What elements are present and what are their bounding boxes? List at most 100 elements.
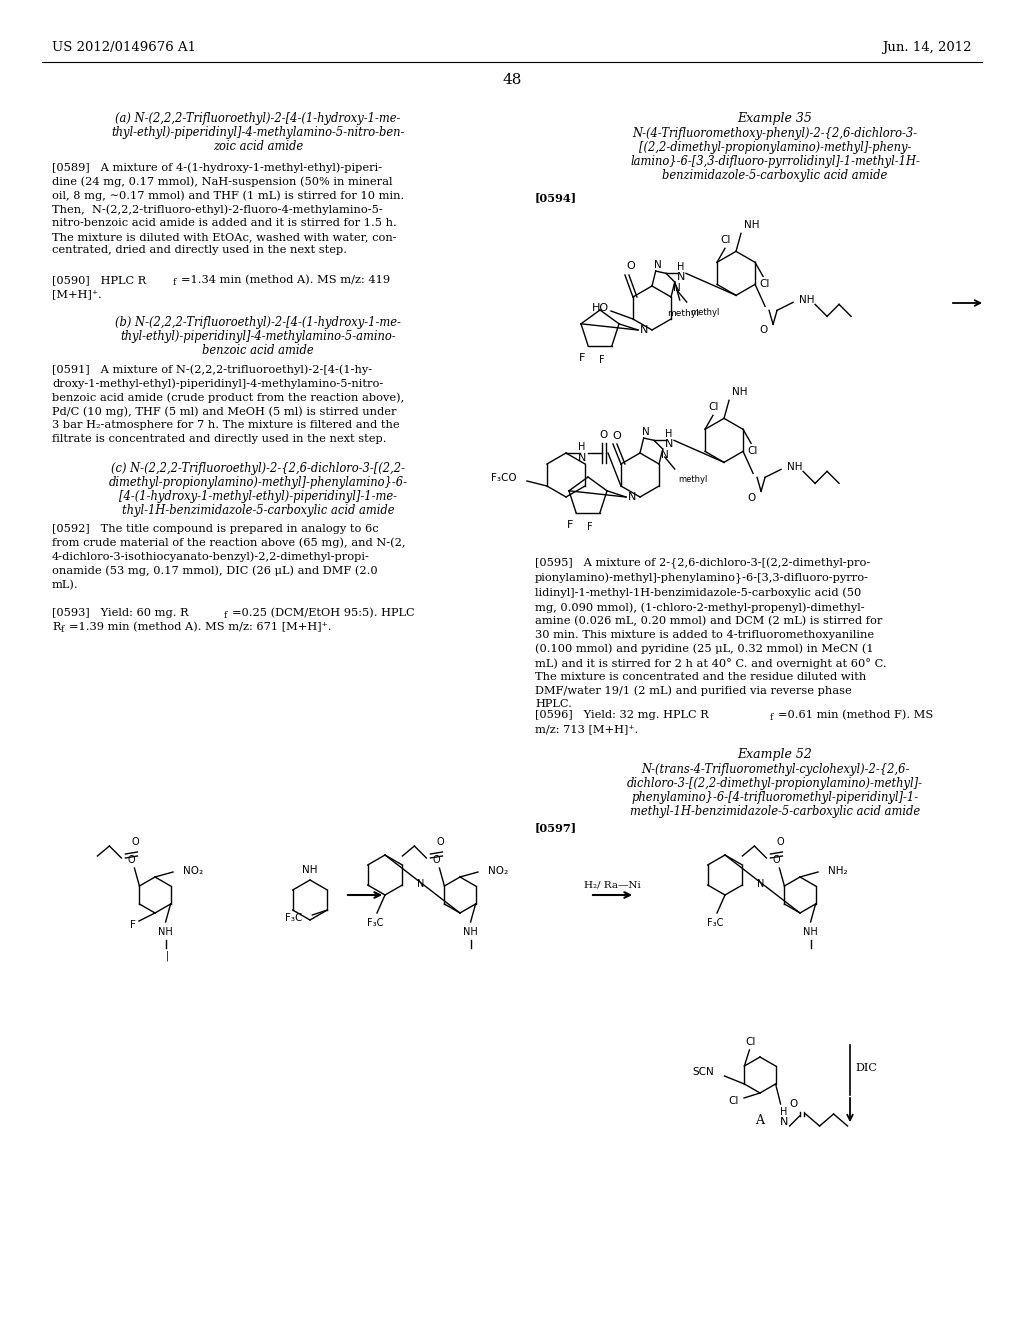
Text: F₃C: F₃C <box>367 917 383 928</box>
Text: N: N <box>578 453 586 463</box>
Text: [0595]   A mixture of 2-{2,6-dichloro-3-[(2,2-dimethyl-pro-
pionylamino)-methyl]: [0595] A mixture of 2-{2,6-dichloro-3-[(… <box>535 558 887 709</box>
Text: F: F <box>567 520 573 531</box>
Text: NH: NH <box>732 387 748 397</box>
Text: [0590]   HPLC R: [0590] HPLC R <box>52 275 146 285</box>
Text: [0594]: [0594] <box>535 191 578 203</box>
Text: lamino}-6-[3,3-difluoro-pyrrolidinyl]-1-methyl-1H-: lamino}-6-[3,3-difluoro-pyrrolidinyl]-1-… <box>630 154 920 168</box>
Text: N: N <box>640 325 648 335</box>
Text: benzoic acid amide: benzoic acid amide <box>202 345 313 356</box>
Text: O: O <box>432 855 440 865</box>
Text: (a) N-(2,2,2-Trifluoroethyl)-2-[4-(1-hydroxy-1-me-: (a) N-(2,2,2-Trifluoroethyl)-2-[4-(1-hyd… <box>116 112 400 125</box>
Text: f: f <box>173 279 176 286</box>
Text: f: f <box>770 713 773 722</box>
Text: O: O <box>776 837 784 847</box>
Text: Jun. 14, 2012: Jun. 14, 2012 <box>883 41 972 54</box>
Text: Cl: Cl <box>759 280 769 289</box>
Text: =1.39 min (method A). MS m/z: 671 [M+H]⁺.: =1.39 min (method A). MS m/z: 671 [M+H]⁺… <box>69 622 332 632</box>
Text: =0.61 min (method F). MS: =0.61 min (method F). MS <box>778 710 933 721</box>
Text: H: H <box>666 429 673 440</box>
Text: =0.25 (DCM/EtOH 95:5). HPLC: =0.25 (DCM/EtOH 95:5). HPLC <box>232 609 415 618</box>
Text: dimethyl-propionylamino)-methyl]-phenylamino}-6-: dimethyl-propionylamino)-methyl]-phenyla… <box>109 477 408 488</box>
Text: O: O <box>128 855 135 865</box>
Text: NH: NH <box>302 865 317 875</box>
Text: thyl-ethyl)-piperidinyl]-4-methylamino-5-amino-: thyl-ethyl)-piperidinyl]-4-methylamino-5… <box>120 330 396 343</box>
Text: N: N <box>677 272 685 282</box>
Text: N: N <box>642 428 649 437</box>
Text: N: N <box>673 282 681 293</box>
Text: NH: NH <box>463 927 478 937</box>
Text: NH: NH <box>159 927 173 937</box>
Text: Cl: Cl <box>745 1038 756 1047</box>
Text: [4-(1-hydroxy-1-methyl-ethyl)-piperidinyl]-1-me-: [4-(1-hydroxy-1-methyl-ethyl)-piperidiny… <box>119 490 397 503</box>
Text: O: O <box>132 837 139 847</box>
Text: O: O <box>600 430 608 440</box>
Text: [0593]   Yield: 60 mg. R: [0593] Yield: 60 mg. R <box>52 609 188 618</box>
Text: F₃C: F₃C <box>285 913 302 923</box>
Text: N: N <box>779 1117 787 1127</box>
Text: Cl: Cl <box>709 403 719 412</box>
Text: F: F <box>130 920 136 931</box>
Text: Cl: Cl <box>729 1096 739 1106</box>
Text: [(2,2-dimethyl-propionylamino)-methyl]-pheny-: [(2,2-dimethyl-propionylamino)-methyl]-p… <box>639 141 911 154</box>
Text: [M+H]⁺.: [M+H]⁺. <box>52 289 101 300</box>
Text: O: O <box>746 494 755 503</box>
Text: N: N <box>757 879 764 888</box>
Text: NH: NH <box>787 462 803 473</box>
Text: R: R <box>52 622 60 632</box>
Text: [0591]   A mixture of N-(2,2,2-trifluoroethyl)-2-[4-(1-hy-
droxy-1-methyl-ethyl): [0591] A mixture of N-(2,2,2-trifluoroet… <box>52 364 404 444</box>
Text: US 2012/0149676 A1: US 2012/0149676 A1 <box>52 41 196 54</box>
Text: [0589]   A mixture of 4-(1-hydroxy-1-methyl-ethyl)-piperi-
dine (24 mg, 0.17 mmo: [0589] A mixture of 4-(1-hydroxy-1-methy… <box>52 162 404 255</box>
Text: O: O <box>772 855 780 865</box>
Text: F: F <box>599 355 605 366</box>
Text: [0596]   Yield: 32 mg. HPLC R: [0596] Yield: 32 mg. HPLC R <box>535 710 709 719</box>
Text: NH: NH <box>799 296 814 305</box>
Text: (c) N-(2,2,2-Trifluoroethyl)-2-{2,6-dichloro-3-[(2,2-: (c) N-(2,2,2-Trifluoroethyl)-2-{2,6-dich… <box>111 462 406 475</box>
Text: NO₂: NO₂ <box>488 866 508 876</box>
Text: methyl-1H-benzimidazole-5-carboxylic acid amide: methyl-1H-benzimidazole-5-carboxylic aci… <box>630 805 920 818</box>
Text: [0597]: [0597] <box>535 822 578 833</box>
Text: F: F <box>587 521 593 532</box>
Text: Example 52: Example 52 <box>737 748 812 762</box>
Text: f: f <box>224 611 227 620</box>
Text: A: A <box>756 1114 765 1126</box>
Text: SCN: SCN <box>692 1067 715 1077</box>
Text: N: N <box>665 440 673 449</box>
Text: benzimidazole-5-carboxylic acid amide: benzimidazole-5-carboxylic acid amide <box>663 169 888 182</box>
Text: NH₂: NH₂ <box>828 866 848 876</box>
Text: methyl: methyl <box>690 308 719 317</box>
Text: H₂/ Ra—Ni: H₂/ Ra—Ni <box>584 880 640 888</box>
Text: HO: HO <box>592 304 608 313</box>
Text: thyl-ethyl)-piperidinyl]-4-methylamino-5-nitro-ben-: thyl-ethyl)-piperidinyl]-4-methylamino-5… <box>112 125 404 139</box>
Text: N: N <box>417 879 424 888</box>
Text: dichloro-3-[(2,2-dimethyl-propionylamino)-methyl]-: dichloro-3-[(2,2-dimethyl-propionylamino… <box>627 777 923 789</box>
Text: N: N <box>628 492 636 502</box>
Text: thyl-1H-benzimidazole-5-carboxylic acid amide: thyl-1H-benzimidazole-5-carboxylic acid … <box>122 504 394 517</box>
Text: m/z: 713 [M+H]⁺.: m/z: 713 [M+H]⁺. <box>535 723 638 734</box>
Text: NO₂: NO₂ <box>183 866 203 876</box>
Text: methyl: methyl <box>667 309 698 318</box>
Text: DIC: DIC <box>855 1063 877 1073</box>
Text: N-(trans-4-Trifluoromethyl-cyclohexyl)-2-{2,6-: N-(trans-4-Trifluoromethyl-cyclohexyl)-2… <box>641 763 909 776</box>
Text: O: O <box>612 432 622 441</box>
Text: Cl: Cl <box>721 235 731 246</box>
Text: O: O <box>759 325 767 335</box>
Text: |: | <box>166 950 169 961</box>
Text: Cl: Cl <box>746 446 758 457</box>
Text: H: H <box>780 1107 787 1117</box>
Text: (b) N-(2,2,2-Trifluoroethyl)-2-[4-(1-hydroxy-1-me-: (b) N-(2,2,2-Trifluoroethyl)-2-[4-(1-hyd… <box>115 315 401 329</box>
Text: F₃CO: F₃CO <box>492 473 517 483</box>
Text: O: O <box>790 1100 798 1109</box>
Text: f: f <box>61 624 65 634</box>
Text: F₃C: F₃C <box>707 917 723 928</box>
Text: O: O <box>436 837 444 847</box>
Text: N: N <box>660 450 669 461</box>
Text: 48: 48 <box>503 73 521 87</box>
Text: N-(4-Trifluoromethoxy-phenyl)-2-{2,6-dichloro-3-: N-(4-Trifluoromethoxy-phenyl)-2-{2,6-dic… <box>633 127 918 140</box>
Text: methyl: methyl <box>678 475 708 484</box>
Text: =1.34 min (method A). MS m/z: 419: =1.34 min (method A). MS m/z: 419 <box>181 275 390 285</box>
Text: H: H <box>677 263 685 272</box>
Text: O: O <box>627 261 635 271</box>
Text: phenylamino}-6-[4-trifluoromethyl-piperidinyl]-1-: phenylamino}-6-[4-trifluoromethyl-piperi… <box>632 791 919 804</box>
Text: [0592]   The title compound is prepared in analogy to 6c
from crude material of : [0592] The title compound is prepared in… <box>52 524 406 590</box>
Text: Example 35: Example 35 <box>737 112 812 125</box>
